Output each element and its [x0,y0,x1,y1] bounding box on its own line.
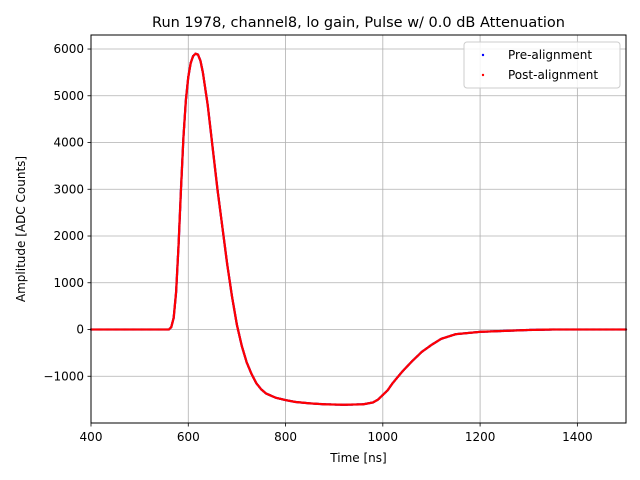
legend-label-pre-alignment: Pre-alignment [508,48,592,62]
y-tick-label: 1000 [53,276,84,290]
plot-frame [90,34,627,424]
x-tick-label: 1400 [562,430,593,444]
y-tick-label: 5000 [53,89,84,103]
y-tick-label: 2000 [53,229,84,243]
legend-box [463,41,621,89]
x-tick-label: 400 [80,430,103,444]
y-tick-label: 4000 [53,136,84,150]
x-tick-label: 800 [274,430,297,444]
legend-marker-post-alignment [481,73,485,77]
y-axis-label: Amplitude [ADC Counts] [14,156,28,302]
x-ticks: 400 600 800 1000 1200 1400 [80,423,593,444]
grid [90,35,626,423]
y-tick-label: 6000 [53,42,84,56]
x-tick-label: 600 [177,430,200,444]
y-ticks: −1000 0 1000 2000 3000 4000 5000 6000 [43,42,91,383]
series-post-alignment [89,52,628,406]
plot-points [89,52,628,406]
y-tick-label: 3000 [53,182,84,196]
y-tick-label: −1000 [43,369,84,383]
x-tick-label: 1000 [368,430,399,444]
legend-marker-pre-alignment [481,53,485,57]
y-tick-label: 0 [76,323,84,337]
x-axis-label: Time [ns] [329,451,386,465]
legend: Pre-alignment Post-alignment [463,41,621,89]
chart-title: Run 1978, channel8, lo gain, Pulse w/ 0.… [152,15,565,31]
x-tick-label: 1200 [465,430,496,444]
legend-label-post-alignment: Post-alignment [508,68,598,82]
